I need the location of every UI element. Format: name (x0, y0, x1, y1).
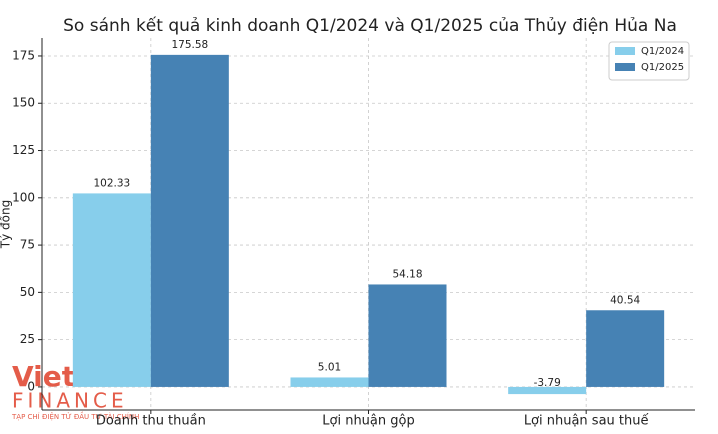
y-tick-label: 175 (12, 48, 35, 62)
chart-title: So sánh kết quả kinh doanh Q1/2024 và Q1… (63, 15, 677, 36)
x-tick-label: Doanh thu thuần (96, 414, 206, 429)
bar (368, 284, 447, 387)
value-label: 175.58 (171, 39, 208, 51)
bar (586, 310, 665, 387)
y-tick-label: 100 (12, 190, 35, 204)
y-tick-label: 125 (12, 143, 35, 157)
value-label: 40.54 (610, 294, 640, 306)
legend-swatch (615, 63, 635, 71)
y-axis-label: Tỷ đồng (0, 200, 13, 249)
bar (290, 377, 369, 387)
bar (508, 386, 587, 395)
y-tick-label: 25 (20, 332, 35, 346)
value-label: 5.01 (318, 361, 341, 373)
legend-swatch (615, 47, 635, 55)
x-tick-label: Lợi nhuận sau thuế (524, 414, 649, 429)
value-label: 102.33 (93, 177, 130, 189)
watermark-brand: FINANCE (12, 389, 128, 413)
y-tick-label: 150 (12, 96, 35, 110)
legend: Q1/2024 Q1/2025 (608, 41, 690, 81)
legend-label: Q1/2025 (641, 62, 684, 73)
y-tick-label: 50 (20, 285, 35, 299)
x-tick-label: Lợi nhuận gộp (322, 414, 414, 429)
y-tick-label: 75 (20, 238, 35, 252)
value-label: -3.79 (534, 377, 561, 389)
legend-label: Q1/2024 (641, 46, 684, 57)
watermark-tagline: TẠP CHÍ ĐIỆN TỬ ĐẦU TƯ TÀI CHÍNH (11, 411, 139, 421)
bar (72, 193, 151, 387)
value-label: 54.18 (392, 268, 422, 280)
y-tick-label: 0 (27, 379, 35, 393)
bar (150, 54, 229, 387)
